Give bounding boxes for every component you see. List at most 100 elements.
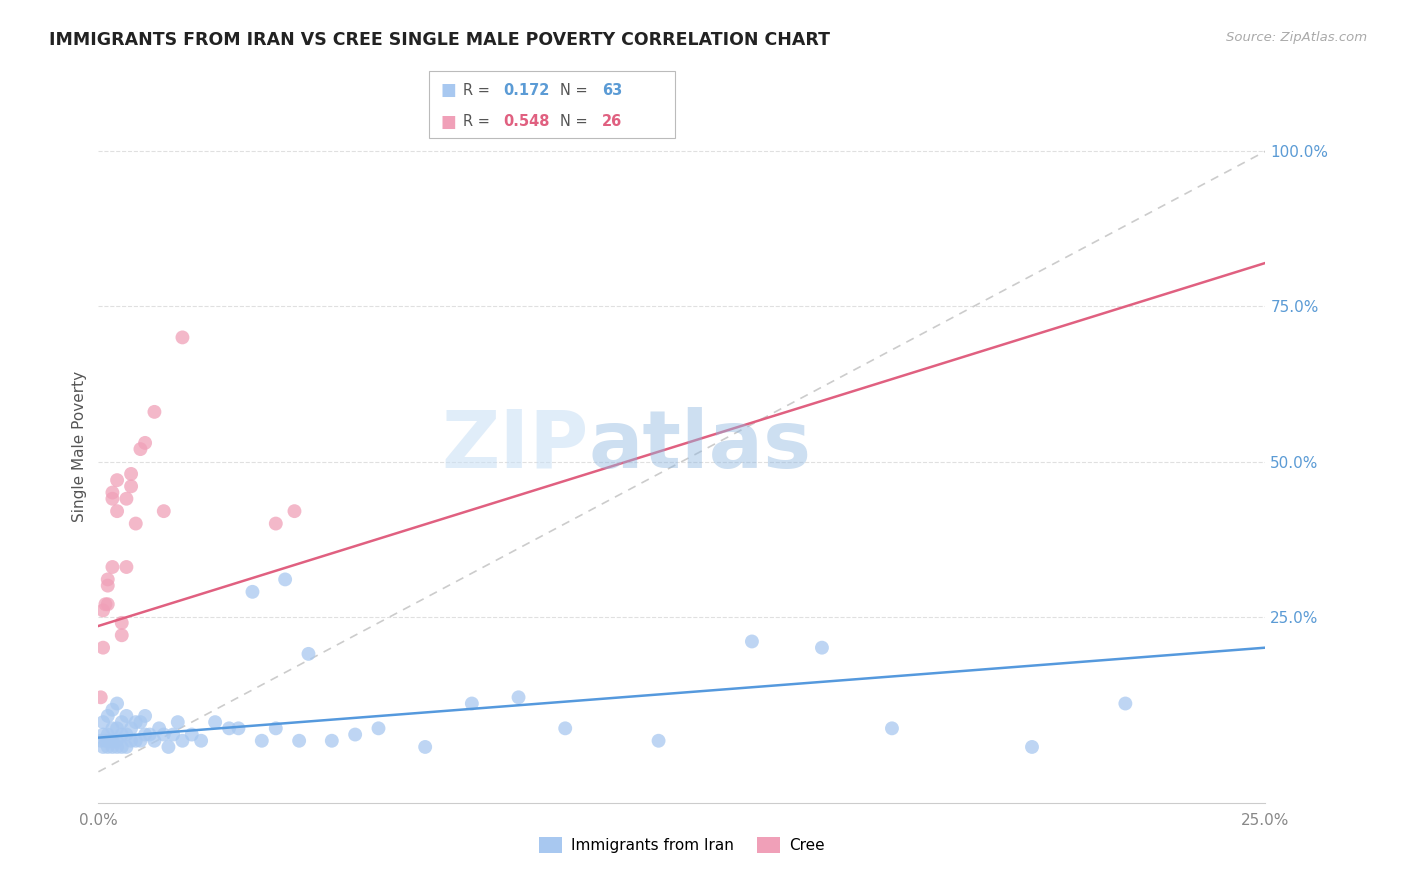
Text: 63: 63 bbox=[602, 83, 621, 97]
Point bbox=[172, 330, 194, 344]
Point bbox=[297, 647, 319, 661]
Point bbox=[91, 727, 114, 741]
Text: ■: ■ bbox=[440, 112, 456, 130]
Point bbox=[321, 733, 343, 747]
Point bbox=[94, 597, 117, 611]
Point bbox=[1114, 697, 1136, 711]
Point bbox=[157, 739, 180, 754]
Point bbox=[190, 733, 212, 747]
Point bbox=[97, 727, 120, 741]
Point bbox=[97, 739, 120, 754]
Text: Source: ZipAtlas.com: Source: ZipAtlas.com bbox=[1226, 31, 1367, 45]
Point bbox=[129, 442, 152, 456]
Point bbox=[242, 584, 264, 599]
Point bbox=[120, 467, 142, 481]
Point bbox=[162, 727, 184, 741]
Point bbox=[508, 690, 530, 705]
Legend: Immigrants from Iran, Cree: Immigrants from Iran, Cree bbox=[533, 831, 831, 859]
Text: ■: ■ bbox=[440, 81, 456, 99]
Point bbox=[111, 615, 134, 630]
Point bbox=[101, 739, 124, 754]
Point bbox=[101, 733, 124, 747]
Text: 26: 26 bbox=[602, 114, 621, 129]
Point bbox=[111, 727, 134, 741]
Point bbox=[125, 733, 148, 747]
Point bbox=[344, 727, 367, 741]
Point bbox=[172, 733, 194, 747]
Point bbox=[228, 722, 250, 736]
Point bbox=[115, 739, 138, 754]
Point bbox=[94, 733, 117, 747]
Point bbox=[413, 739, 436, 754]
Point bbox=[180, 727, 202, 741]
Point bbox=[105, 473, 128, 487]
Point bbox=[811, 640, 834, 655]
Point bbox=[139, 727, 162, 741]
Point bbox=[741, 634, 763, 648]
Point bbox=[97, 709, 120, 723]
Text: 0.548: 0.548 bbox=[503, 114, 550, 129]
Point bbox=[283, 504, 305, 518]
Point bbox=[105, 504, 128, 518]
Point bbox=[152, 504, 174, 518]
Point bbox=[91, 739, 114, 754]
Point bbox=[105, 739, 128, 754]
Point bbox=[111, 715, 134, 730]
Point bbox=[274, 573, 297, 587]
Point bbox=[101, 485, 124, 500]
Point bbox=[288, 733, 311, 747]
Point bbox=[120, 479, 142, 493]
Point bbox=[554, 722, 576, 736]
Text: ZIP: ZIP bbox=[441, 407, 589, 485]
Point bbox=[97, 573, 120, 587]
Point bbox=[101, 491, 124, 506]
Text: N =: N = bbox=[560, 83, 592, 97]
Point bbox=[97, 579, 120, 593]
Y-axis label: Single Male Poverty: Single Male Poverty bbox=[72, 370, 87, 522]
Point bbox=[101, 560, 124, 574]
Text: atlas: atlas bbox=[589, 407, 811, 485]
Point bbox=[111, 739, 134, 754]
Point bbox=[152, 727, 174, 741]
Point bbox=[143, 405, 166, 419]
Point bbox=[115, 560, 138, 574]
Text: R =: R = bbox=[463, 83, 494, 97]
Point bbox=[111, 628, 134, 642]
Point bbox=[134, 436, 156, 450]
Point bbox=[91, 715, 114, 730]
Point bbox=[148, 722, 170, 736]
Point bbox=[264, 516, 287, 531]
Point bbox=[647, 733, 669, 747]
Point bbox=[115, 491, 138, 506]
Point bbox=[90, 733, 112, 747]
Point bbox=[218, 722, 240, 736]
Point bbox=[115, 709, 138, 723]
Point bbox=[98, 733, 121, 747]
Point bbox=[134, 709, 156, 723]
Text: IMMIGRANTS FROM IRAN VS CREE SINGLE MALE POVERTY CORRELATION CHART: IMMIGRANTS FROM IRAN VS CREE SINGLE MALE… bbox=[49, 31, 830, 49]
Point bbox=[105, 733, 128, 747]
Point bbox=[204, 715, 226, 730]
Point bbox=[120, 722, 142, 736]
Point bbox=[166, 715, 188, 730]
Point bbox=[143, 733, 166, 747]
Point bbox=[105, 697, 128, 711]
Point bbox=[97, 597, 120, 611]
Point bbox=[250, 733, 273, 747]
Point bbox=[134, 727, 156, 741]
Point bbox=[1021, 739, 1043, 754]
Point bbox=[264, 722, 287, 736]
Point bbox=[115, 727, 138, 741]
Point bbox=[880, 722, 903, 736]
Point bbox=[90, 690, 112, 705]
Point bbox=[125, 715, 148, 730]
Point bbox=[105, 722, 128, 736]
Point bbox=[101, 722, 124, 736]
Text: 0.172: 0.172 bbox=[503, 83, 550, 97]
Point bbox=[125, 516, 148, 531]
Point bbox=[120, 733, 142, 747]
Point bbox=[129, 733, 152, 747]
Point bbox=[91, 603, 114, 617]
Point bbox=[461, 697, 484, 711]
Point bbox=[91, 640, 114, 655]
